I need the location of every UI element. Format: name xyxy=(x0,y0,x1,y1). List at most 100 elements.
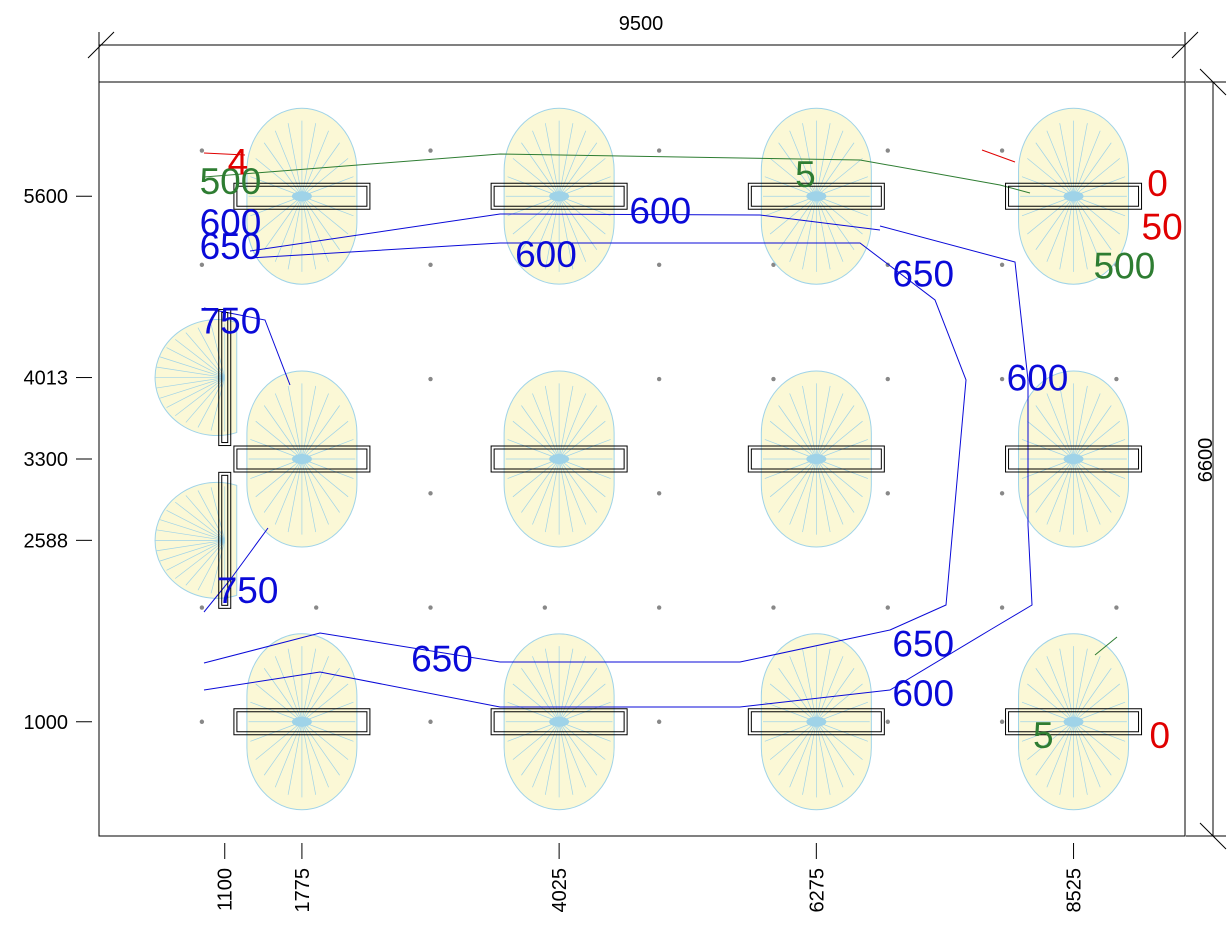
photometric-ray xyxy=(532,393,560,460)
photometric-ray xyxy=(1046,130,1074,197)
photometric-ray xyxy=(301,196,317,270)
photometric-ray xyxy=(1073,196,1088,270)
photometric-ray xyxy=(159,377,225,399)
photometric-ray xyxy=(802,458,817,533)
grid-point xyxy=(656,262,662,267)
photometric-ray xyxy=(1073,196,1112,250)
photometric-ray xyxy=(166,377,225,408)
photometric-ray xyxy=(274,656,303,722)
photometric-ray xyxy=(1073,458,1120,498)
photometric-ray xyxy=(789,656,817,722)
photometric-ray xyxy=(789,130,817,197)
photometric-ray xyxy=(802,721,817,795)
photometric-ray xyxy=(558,196,587,262)
photometric-ray xyxy=(558,458,587,525)
photometric-ray xyxy=(1073,420,1120,460)
photometric-ray xyxy=(558,656,587,722)
photometric-ray xyxy=(778,721,817,776)
photometric-ray xyxy=(1059,123,1074,197)
grid-point xyxy=(999,376,1005,382)
photometric-ray xyxy=(210,540,226,594)
photometric-ray xyxy=(175,540,225,579)
photometric-ray xyxy=(166,510,225,541)
grid-point xyxy=(999,148,1005,153)
photometric-ray xyxy=(769,721,817,760)
isoline-label: 5 xyxy=(1033,715,1054,756)
photometric-ray xyxy=(816,721,844,788)
photometric-ray xyxy=(301,158,349,197)
photometric-ray xyxy=(287,721,303,795)
isoline-label: 500 xyxy=(1094,245,1156,286)
luminaire-center xyxy=(1063,454,1084,464)
photometric-ray xyxy=(558,158,606,197)
photometric-layer xyxy=(154,107,1130,811)
photometric-ray xyxy=(544,648,560,722)
photometric-ray xyxy=(159,356,225,378)
photometric-ray xyxy=(558,721,587,788)
wall-luminaire xyxy=(218,471,232,609)
photometric-ray xyxy=(301,656,329,722)
photometric-ray xyxy=(816,196,844,262)
x-tick-label: 8525 xyxy=(1064,868,1086,913)
grid-point xyxy=(199,719,205,724)
linear-luminaire xyxy=(747,182,885,210)
photometric-ray xyxy=(255,721,303,760)
grid-point xyxy=(428,148,433,153)
photometric-ray xyxy=(1059,721,1074,795)
photometric-ray xyxy=(301,196,340,250)
photometric-ray xyxy=(544,385,560,460)
isoline-label: 50 xyxy=(1142,207,1183,248)
grid-point xyxy=(999,491,1005,496)
luminaire-center xyxy=(549,716,570,727)
photometric-ray xyxy=(301,142,340,197)
grid-point xyxy=(771,376,776,382)
isoline-label: 600 xyxy=(515,234,577,275)
linear-luminaire xyxy=(490,445,628,473)
grid-point xyxy=(428,491,433,496)
x-tick-label: 4025 xyxy=(549,868,571,913)
photometric-ray xyxy=(521,196,560,250)
photometric-ray xyxy=(1073,721,1112,776)
grid-point xyxy=(199,605,205,610)
wall-luminaire xyxy=(218,309,232,447)
photometric-ray xyxy=(301,721,317,795)
photometric-ray xyxy=(301,721,329,788)
grid-point xyxy=(428,376,433,382)
luminaire-layer xyxy=(218,182,1143,736)
photometric-ray xyxy=(1059,196,1074,270)
width-label: 9500 xyxy=(619,13,664,35)
grid-point xyxy=(999,262,1005,267)
photometric-ray xyxy=(769,195,817,235)
grid-point xyxy=(1114,262,1119,267)
photometric-ray xyxy=(197,490,226,541)
photometric-ray xyxy=(1046,196,1074,262)
photometric-ray xyxy=(263,405,303,460)
photometric-ray xyxy=(1073,683,1120,723)
photometric-ray xyxy=(1073,721,1088,795)
photometric-ray xyxy=(274,721,303,788)
isoline-label: 750 xyxy=(200,300,262,341)
photometric-ray xyxy=(815,648,831,722)
photometric-ray xyxy=(301,420,349,460)
grid-point xyxy=(314,605,319,610)
photometric-ray xyxy=(301,385,317,460)
isoline-600-right xyxy=(203,225,1033,708)
photometric-ray xyxy=(558,721,574,795)
photometric-ray xyxy=(778,668,817,722)
photometric-ray xyxy=(512,721,560,760)
photometric-ray xyxy=(558,721,606,760)
photometric-ray xyxy=(1073,195,1120,235)
linear-luminaire xyxy=(1005,445,1143,473)
photometric-ray xyxy=(816,721,863,760)
y-tick-label: 3300 xyxy=(24,449,69,471)
photometric-ray xyxy=(816,405,855,460)
isoline-label: 650 xyxy=(892,253,954,294)
photometric-ray xyxy=(1046,656,1074,722)
photometric-ray xyxy=(255,458,303,498)
photometric-ray xyxy=(287,123,303,197)
y-tick-label: 4013 xyxy=(24,368,69,390)
photometric-ray xyxy=(1059,648,1074,722)
grid-point xyxy=(656,491,662,496)
isoline-650-loop xyxy=(203,242,967,664)
photometric-ray xyxy=(210,487,226,541)
